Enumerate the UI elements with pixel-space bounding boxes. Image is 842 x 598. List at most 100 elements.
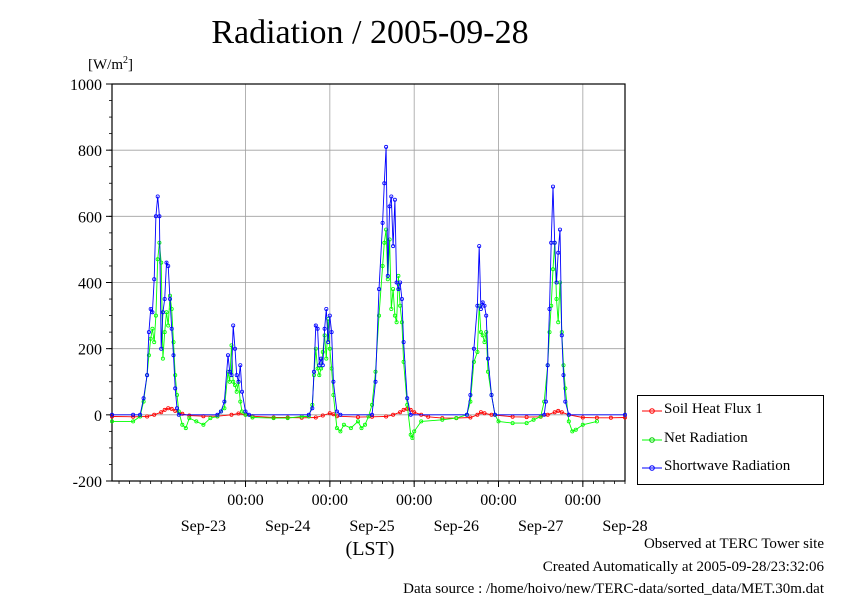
data-point bbox=[148, 336, 153, 341]
data-point bbox=[482, 411, 487, 416]
data-point bbox=[152, 277, 157, 282]
data-point bbox=[313, 323, 318, 328]
data-point bbox=[146, 353, 151, 358]
data-point bbox=[157, 214, 162, 219]
data-point bbox=[454, 416, 459, 421]
data-point bbox=[543, 399, 548, 404]
data-point bbox=[405, 396, 410, 401]
data-point bbox=[380, 220, 385, 225]
data-point bbox=[496, 419, 501, 424]
data-point bbox=[551, 184, 556, 189]
data-point bbox=[160, 310, 165, 315]
data-point bbox=[563, 399, 568, 404]
data-point bbox=[320, 413, 325, 418]
data-point bbox=[489, 392, 494, 397]
legend-swatch-green bbox=[642, 437, 662, 443]
data-point bbox=[580, 415, 585, 420]
legend-label: Soil Heat Flux 1 bbox=[664, 401, 763, 417]
data-point bbox=[236, 411, 241, 416]
x-date-label: Sep-25 bbox=[349, 518, 394, 535]
data-point bbox=[561, 373, 566, 378]
data-point bbox=[110, 412, 115, 417]
series-line-1 bbox=[112, 229, 598, 440]
data-point bbox=[329, 330, 334, 335]
data-point bbox=[392, 313, 397, 318]
footer-observed: Observed at TERC Tower site bbox=[643, 536, 824, 552]
data-point bbox=[408, 432, 413, 437]
data-point bbox=[173, 373, 178, 378]
data-point bbox=[524, 421, 529, 426]
data-point bbox=[180, 422, 185, 427]
data-point bbox=[159, 410, 164, 415]
series-lines bbox=[110, 144, 628, 440]
data-point bbox=[559, 333, 564, 338]
data-point bbox=[338, 429, 343, 434]
unit-bracket: ] bbox=[128, 57, 133, 73]
x-time-label: 00:00 bbox=[227, 492, 263, 509]
data-point bbox=[623, 412, 628, 417]
data-point bbox=[475, 349, 480, 354]
x-date-label: Sep-24 bbox=[265, 518, 310, 535]
data-point bbox=[389, 306, 394, 311]
data-point bbox=[478, 410, 483, 415]
data-point bbox=[173, 408, 178, 413]
data-point bbox=[222, 399, 227, 404]
legend-label: Net Radiation bbox=[664, 430, 748, 446]
chart-title: Radiation / 2005-09-28 bbox=[211, 14, 529, 51]
x-time-label: 00:00 bbox=[480, 492, 516, 509]
data-point bbox=[398, 410, 403, 415]
data-point bbox=[231, 323, 236, 328]
axes: -200 0 200 400 600 800 1000 00:00 00:00 00:00 00:0… bbox=[70, 77, 648, 535]
footer-source: Data source : /home/hoivo/new/TERC-data/… bbox=[403, 581, 824, 597]
data-point bbox=[239, 389, 244, 394]
data-point bbox=[396, 287, 401, 292]
data-point bbox=[331, 379, 336, 384]
data-point bbox=[382, 240, 387, 245]
data-point bbox=[243, 409, 248, 414]
y-tick-label: 600 bbox=[78, 209, 102, 226]
data-point bbox=[250, 415, 255, 420]
data-point bbox=[573, 427, 578, 432]
data-point bbox=[183, 426, 188, 431]
y-tick-label: 800 bbox=[78, 143, 102, 160]
data-point bbox=[485, 356, 490, 361]
data-point bbox=[594, 419, 599, 424]
data-point bbox=[169, 406, 174, 411]
data-point bbox=[410, 435, 415, 440]
data-point bbox=[334, 426, 339, 431]
data-point bbox=[475, 412, 480, 417]
x-date-label: Sep-26 bbox=[434, 518, 479, 535]
data-point bbox=[412, 429, 417, 434]
data-point bbox=[552, 410, 557, 415]
data-point bbox=[155, 257, 160, 262]
data-point bbox=[194, 419, 199, 424]
data-point bbox=[355, 419, 360, 424]
data-point bbox=[227, 369, 232, 374]
legend-swatch-blue bbox=[642, 465, 662, 471]
data-point bbox=[334, 409, 339, 414]
data-point bbox=[327, 313, 332, 318]
footer-created: Created Automatically at 2005-09-28/23:3… bbox=[542, 559, 824, 575]
y-tick-label: 400 bbox=[78, 276, 102, 293]
data-point bbox=[369, 412, 374, 417]
x-date-label: Sep-28 bbox=[602, 518, 647, 535]
data-point bbox=[326, 340, 331, 345]
data-point bbox=[563, 386, 568, 391]
data-point bbox=[391, 287, 396, 292]
x-time-label: 00:00 bbox=[565, 492, 601, 509]
data-point bbox=[229, 373, 234, 378]
data-point bbox=[477, 244, 482, 249]
data-point bbox=[408, 412, 413, 417]
data-point bbox=[382, 181, 387, 186]
data-point bbox=[547, 306, 552, 311]
data-point bbox=[322, 326, 327, 331]
data-point bbox=[187, 416, 192, 421]
data-point bbox=[173, 386, 178, 391]
data-point bbox=[160, 356, 165, 361]
data-point bbox=[482, 303, 487, 308]
data-point bbox=[169, 326, 174, 331]
plot-frame bbox=[111, 83, 626, 482]
data-point bbox=[484, 313, 489, 318]
y-tick-label: -200 bbox=[73, 474, 102, 491]
data-point bbox=[392, 197, 397, 202]
